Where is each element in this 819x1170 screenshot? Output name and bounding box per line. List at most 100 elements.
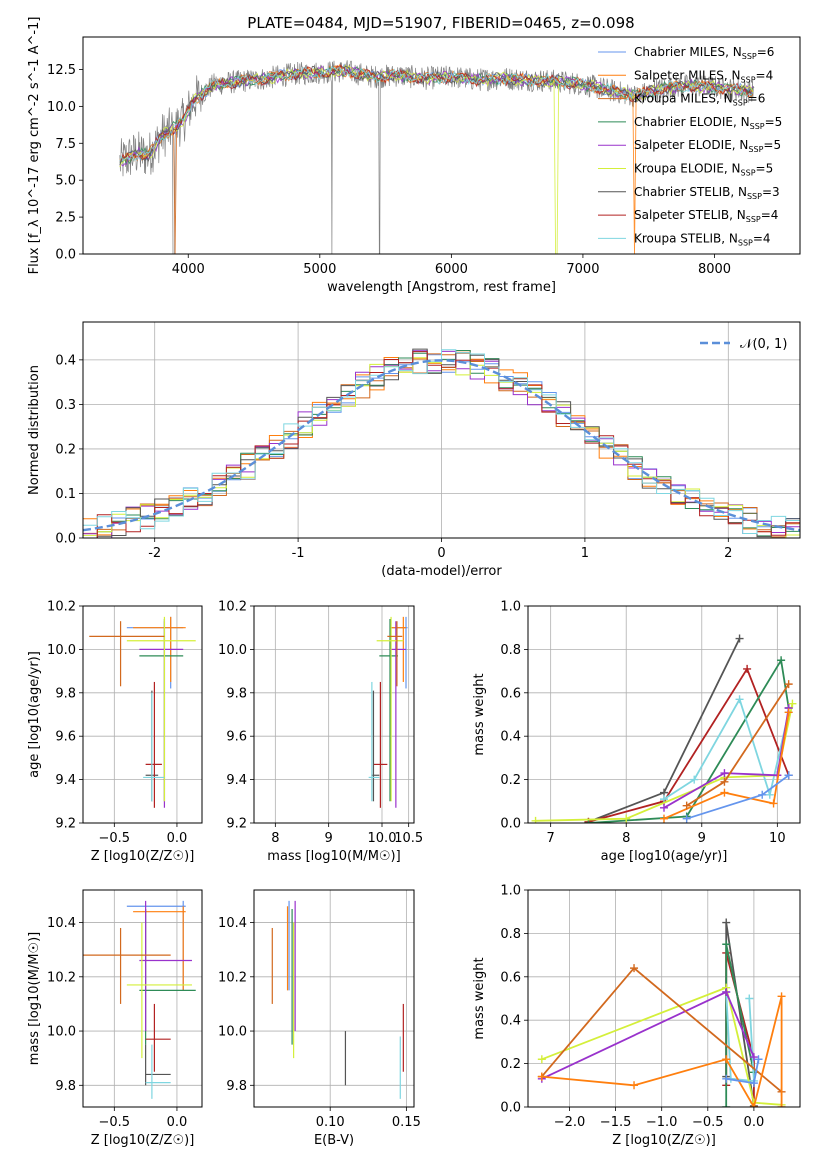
legend-entry-label: Salpeter ELODIE, NSSP=5 xyxy=(634,138,781,154)
axes-frame xyxy=(253,605,415,824)
errorbar-point xyxy=(390,621,406,808)
y-tick-label: 0.0 xyxy=(55,248,76,263)
y-tick-label: 10.2 xyxy=(218,970,247,985)
y-tick-label: 10.0 xyxy=(47,100,76,115)
plus-marker xyxy=(777,656,786,665)
errorbar-point xyxy=(126,922,192,1059)
legend-entry-count: =3 xyxy=(762,185,780,199)
x-tick-label: 8000 xyxy=(698,262,731,277)
x-axis-label: Z [log10(Z/Z☉)] xyxy=(91,1133,195,1148)
mass-weight-vs-age-panel: 7 8 9 10 0.0 0.2 0.4 0.6 0.8 1.0 age [log10(age/yr… xyxy=(472,600,801,864)
legend-entry-count: =5 xyxy=(763,138,781,152)
legend-entry-label: Kroupa ELODIE, NSSP=5 xyxy=(634,162,773,178)
mass-weight-line xyxy=(535,703,794,822)
residual-histogram-panel: -2 -1 0 1 2 0.0 0.1 0.2 0.3 0.4 (data-model)/error… xyxy=(27,321,801,579)
y-tick-label: 0.3 xyxy=(55,398,76,413)
plus-marker xyxy=(537,1072,546,1081)
x-axis-label: age [log10(age/yr)] xyxy=(601,849,728,864)
axes-frame xyxy=(82,36,801,255)
legend-entry-subscript: SSP xyxy=(733,99,748,108)
errorbar-point xyxy=(139,900,192,1032)
plus-marker xyxy=(749,1053,758,1062)
y-tick-label: 9.8 xyxy=(55,686,76,701)
plus-marker xyxy=(749,1079,758,1088)
mass-weight-line xyxy=(541,996,783,1107)
plus-marker xyxy=(722,987,731,996)
plus-marker xyxy=(720,769,729,778)
plus-marker xyxy=(537,1055,546,1064)
x-tick-label: 2 xyxy=(724,546,732,561)
histogram-step xyxy=(83,348,800,538)
plus-marker xyxy=(660,795,668,804)
y-tick-label: 10.0 xyxy=(47,1025,76,1040)
plus-marker xyxy=(788,699,797,708)
age-vs-z-plot-area xyxy=(83,606,202,823)
legend-entry-subscript: SSP xyxy=(741,169,756,178)
y-tick-label: 10.2 xyxy=(47,970,76,985)
mass-vs-ebv-plot-area xyxy=(254,890,414,1107)
errorbar-point xyxy=(368,681,380,802)
legend-entry-label: Salpeter STELIB, NSSP=4 xyxy=(634,208,778,224)
y-axis-label: mass weight xyxy=(472,957,487,1039)
y-tick-label: 0.8 xyxy=(500,927,521,942)
errorbar-point xyxy=(126,616,196,802)
plus-marker xyxy=(722,940,731,949)
x-tick-label: 6000 xyxy=(435,262,468,277)
y-tick-label: 7.5 xyxy=(55,137,76,152)
plus-marker xyxy=(690,775,699,784)
axes-frame xyxy=(527,889,801,1108)
plus-marker xyxy=(630,1081,639,1090)
y-tick-label: 0.4 xyxy=(55,353,76,368)
spectrum-panel: 4000 5000 6000 7000 8000 0.0 2.5 5.0 7.5 10.0 12.5… xyxy=(27,17,801,295)
errorbar-point xyxy=(133,906,186,991)
errorbar-point xyxy=(371,690,380,802)
x-tick-label: 0.15 xyxy=(392,1115,421,1130)
legend-entry-label: Chabrier STELIB, NSSP=3 xyxy=(634,185,780,201)
spectrum-legend: Chabrier MILES, NSSP=6 Salpeter MILES, NS… xyxy=(598,45,782,247)
x-tick-label: −0.5 xyxy=(99,831,131,846)
y-tick-label: 0.4 xyxy=(500,730,521,745)
plus-marker xyxy=(784,680,793,689)
errorbar-point xyxy=(376,616,404,802)
axes-frame xyxy=(82,321,801,539)
axes-frame xyxy=(527,605,801,824)
x-tick-label: 9 xyxy=(325,831,333,846)
y-axis-label: mass weight xyxy=(472,673,487,755)
x-axis-label: Z [log10(Z/Z☉)] xyxy=(612,1133,716,1148)
x-tick-label: −1.0 xyxy=(646,1115,678,1130)
y-tick-label: 0.2 xyxy=(500,773,521,788)
errorbar-point xyxy=(374,681,388,808)
x-tick-label: 1 xyxy=(581,546,589,561)
y-tick-label: 10.0 xyxy=(47,643,76,658)
y-tick-label: 2.5 xyxy=(55,211,76,226)
plus-marker xyxy=(722,1074,731,1083)
legend-entry-subscript: SSP xyxy=(738,238,753,247)
y-tick-label: 1.0 xyxy=(500,884,521,899)
mass-weight-vs-z-plot-area xyxy=(528,890,800,1107)
y-tick-label: 10.4 xyxy=(218,916,247,931)
legend-entry-subscript: SSP xyxy=(746,215,761,224)
errorbar-point xyxy=(145,1044,171,1086)
legend-entry-count: =4 xyxy=(761,208,779,222)
plus-marker xyxy=(749,1103,758,1107)
mass-weight-vs-age-plot-area xyxy=(528,606,800,823)
legend-entry-count: =4 xyxy=(756,68,774,82)
plus-marker xyxy=(720,788,729,797)
x-tick-label: 4000 xyxy=(172,262,205,277)
x-tick-label: 0.0 xyxy=(744,1115,765,1130)
plus-marker xyxy=(660,803,668,812)
legend-entry-subscript: SSP xyxy=(748,145,763,154)
errorbar-point xyxy=(145,1044,171,1099)
plus-marker xyxy=(682,814,691,823)
histogram-step xyxy=(83,349,800,534)
errorbar-point xyxy=(83,927,171,1004)
plus-marker xyxy=(743,664,752,673)
y-tick-label: 0.0 xyxy=(55,532,76,547)
legend-entry-count: =4 xyxy=(753,231,771,245)
legend-entry-subscript: SSP xyxy=(750,122,765,131)
x-axis-label: (data-model)/error xyxy=(381,564,502,579)
plus-marker xyxy=(784,771,793,780)
mass-vs-ebv-panel: 0.10 0.15 9.8 10.0 10.2 10.4 E(B-V) xyxy=(218,889,421,1148)
plus-marker xyxy=(531,816,540,823)
x-tick-label: -2 xyxy=(148,546,161,561)
